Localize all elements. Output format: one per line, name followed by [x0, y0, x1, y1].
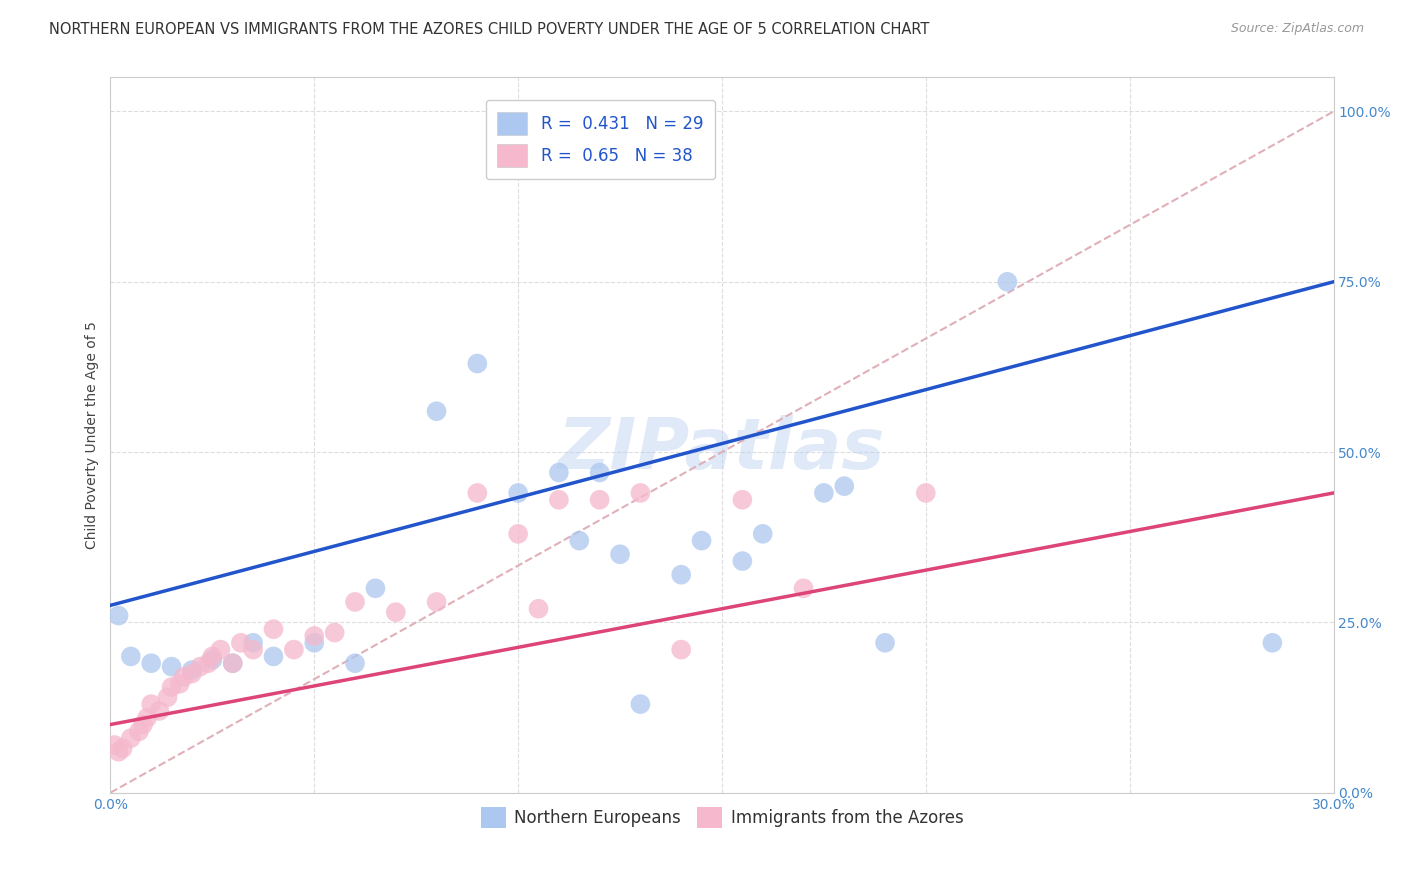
Point	[141, 697, 163, 711]
Point	[229, 636, 252, 650]
Point	[467, 486, 489, 500]
Point	[609, 547, 631, 561]
Point	[222, 657, 245, 671]
Point	[588, 466, 610, 480]
Text: ZIPatlas: ZIPatlas	[558, 415, 886, 483]
Point	[304, 636, 326, 650]
Point	[344, 657, 367, 671]
Point	[263, 649, 285, 664]
Point	[628, 697, 651, 711]
Point	[751, 526, 773, 541]
Point	[914, 486, 936, 500]
Point	[242, 636, 264, 650]
Point	[156, 690, 179, 705]
Point	[873, 636, 896, 650]
Text: NORTHERN EUROPEAN VS IMMIGRANTS FROM THE AZORES CHILD POVERTY UNDER THE AGE OF 5: NORTHERN EUROPEAN VS IMMIGRANTS FROM THE…	[49, 22, 929, 37]
Point	[527, 601, 550, 615]
Point	[547, 466, 569, 480]
Point	[197, 657, 219, 671]
Point	[160, 680, 183, 694]
Point	[128, 724, 150, 739]
Point	[136, 711, 159, 725]
Point	[792, 582, 814, 596]
Point	[120, 731, 142, 746]
Point	[160, 659, 183, 673]
Point	[173, 670, 195, 684]
Point	[242, 642, 264, 657]
Point	[132, 717, 155, 731]
Point	[547, 492, 569, 507]
Point	[141, 657, 163, 671]
Point	[209, 642, 232, 657]
Point	[201, 649, 224, 664]
Point	[690, 533, 713, 548]
Point	[181, 666, 204, 681]
Point	[588, 492, 610, 507]
Point	[323, 625, 346, 640]
Point	[568, 533, 591, 548]
Point	[120, 649, 142, 664]
Point	[832, 479, 855, 493]
Point	[344, 595, 367, 609]
Point	[181, 663, 204, 677]
Point	[169, 676, 191, 690]
Point	[103, 738, 125, 752]
Point	[731, 492, 754, 507]
Text: Source: ZipAtlas.com: Source: ZipAtlas.com	[1230, 22, 1364, 36]
Point	[107, 745, 129, 759]
Point	[111, 741, 134, 756]
Point	[731, 554, 754, 568]
Point	[222, 657, 245, 671]
Point	[385, 605, 408, 619]
Point	[508, 526, 530, 541]
Point	[426, 595, 449, 609]
Point	[304, 629, 326, 643]
Point	[426, 404, 449, 418]
Point	[669, 567, 692, 582]
Legend: Northern Europeans, Immigrants from the Azores: Northern Europeans, Immigrants from the …	[474, 801, 970, 834]
Point	[148, 704, 170, 718]
Point	[508, 486, 530, 500]
Point	[263, 622, 285, 636]
Point	[628, 486, 651, 500]
Point	[669, 642, 692, 657]
Point	[107, 608, 129, 623]
Point	[813, 486, 835, 500]
Point	[188, 659, 211, 673]
Point	[1261, 636, 1284, 650]
Y-axis label: Child Poverty Under the Age of 5: Child Poverty Under the Age of 5	[86, 321, 100, 549]
Point	[995, 275, 1018, 289]
Point	[364, 582, 387, 596]
Point	[201, 653, 224, 667]
Point	[467, 357, 489, 371]
Point	[283, 642, 305, 657]
